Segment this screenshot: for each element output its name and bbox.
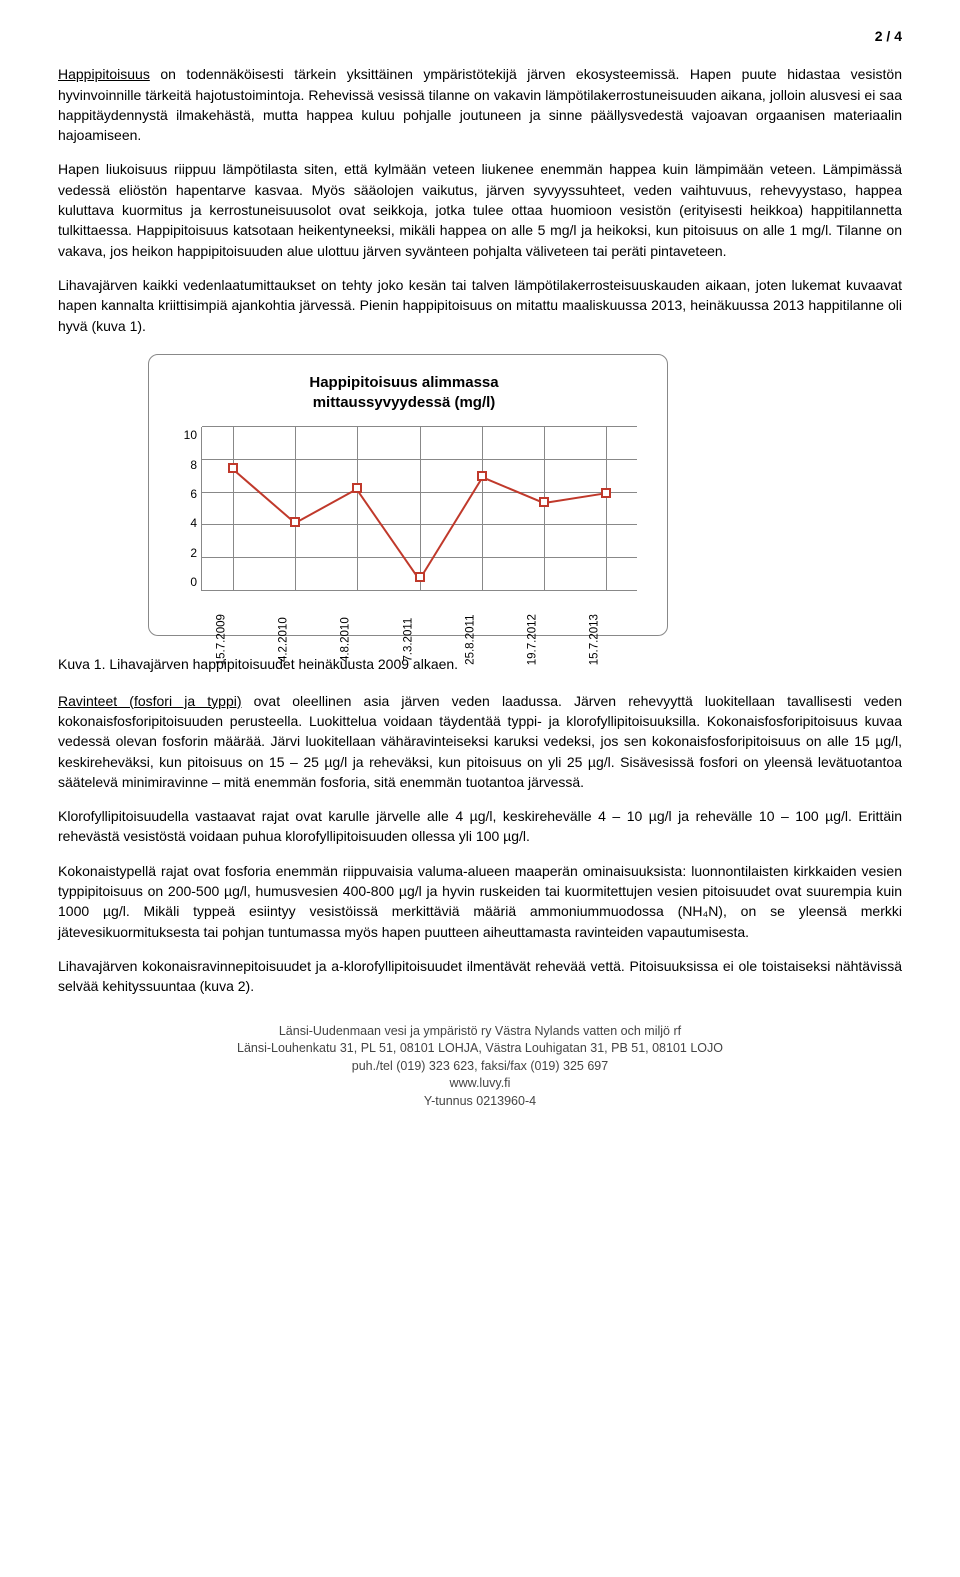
y-tick-label: 6 bbox=[167, 486, 197, 503]
paragraph-6: Kokonaistypellä rajat ovat fosforia enem… bbox=[58, 861, 902, 942]
chart-box: Happipitoisuus alimmassa mittaussyvyydes… bbox=[148, 354, 668, 637]
x-tick-label: 15.7.2009 bbox=[213, 614, 230, 665]
footer-line: Länsi-Uudenmaan vesi ja ympäristö ry Väs… bbox=[58, 1023, 902, 1041]
chart-line-segment bbox=[295, 488, 358, 524]
y-tick-label: 4 bbox=[167, 515, 197, 532]
chart-x-axis: 15.7.20094.2.20104.8.20107.3.201125.8.20… bbox=[201, 593, 637, 639]
chart-plot bbox=[201, 427, 637, 591]
paragraph-4: Ravinteet (fosfori ja typpi) ovat oleell… bbox=[58, 691, 902, 792]
paragraph-7: Lihavajärven kokonaisravinnepitoisuudet … bbox=[58, 956, 902, 997]
footer-line: Y-tunnus 0213960-4 bbox=[58, 1093, 902, 1111]
chart-marker bbox=[477, 471, 487, 481]
chart-line-segment bbox=[481, 476, 544, 504]
term-happipitoisuus: Happipitoisuus bbox=[58, 66, 150, 82]
paragraph-2: Hapen liukoisuus riippuu lämpötilasta si… bbox=[58, 159, 902, 260]
y-tick-label: 10 bbox=[167, 427, 197, 444]
chart-marker bbox=[352, 483, 362, 493]
y-tick-label: 0 bbox=[167, 574, 197, 591]
chart-area: 1086420 15.7.20094.2.20104.8.20107.3.201… bbox=[167, 427, 641, 627]
x-tick-label: 19.7.2012 bbox=[524, 614, 541, 665]
paragraph-3: Lihavajärven kaikki vedenlaatumittaukset… bbox=[58, 275, 902, 336]
x-tick-label: 4.8.2010 bbox=[338, 617, 355, 662]
paragraph-5: Klorofyllipitoisuudella vastaavat rajat … bbox=[58, 806, 902, 847]
page-number: 2 / 4 bbox=[58, 26, 902, 46]
chart-container: Happipitoisuus alimmassa mittaussyvyydes… bbox=[148, 354, 668, 637]
footer-line: Länsi-Louhenkatu 31, PL 51, 08101 LOHJA,… bbox=[58, 1040, 902, 1058]
term-ravinteet: Ravinteet (fosfori ja typpi) bbox=[58, 693, 242, 709]
y-tick-label: 2 bbox=[167, 545, 197, 562]
chart-marker bbox=[228, 463, 238, 473]
chart-line-segment bbox=[544, 493, 606, 505]
chart-title: Happipitoisuus alimmassa mittaussyvyydes… bbox=[167, 373, 641, 414]
x-tick-label: 15.7.2013 bbox=[586, 614, 603, 665]
chart-marker bbox=[290, 517, 300, 527]
chart-marker bbox=[539, 497, 549, 507]
chart-line-segment bbox=[232, 468, 295, 523]
paragraph-1: Happipitoisuus on todennäköisesti tärkei… bbox=[58, 64, 902, 145]
footer-line: www.luvy.fi bbox=[58, 1075, 902, 1093]
footer-line: puh./tel (019) 323 623, faksi/fax (019) … bbox=[58, 1058, 902, 1076]
chart-marker bbox=[601, 488, 611, 498]
x-tick-label: 7.3.2011 bbox=[400, 617, 417, 661]
x-tick-label: 25.8.2011 bbox=[462, 614, 479, 664]
figure-caption-1: Kuva 1. Lihavajärven happipitoisuudet he… bbox=[58, 654, 902, 674]
chart-line-segment bbox=[356, 488, 420, 579]
chart-marker bbox=[415, 572, 425, 582]
y-tick-label: 8 bbox=[167, 457, 197, 474]
chart-y-axis: 10 8 6 4 2 0 bbox=[167, 427, 197, 591]
page-footer: Länsi-Uudenmaan vesi ja ympäristö ry Väs… bbox=[58, 1023, 902, 1111]
x-tick-label: 4.2.2010 bbox=[276, 617, 293, 662]
